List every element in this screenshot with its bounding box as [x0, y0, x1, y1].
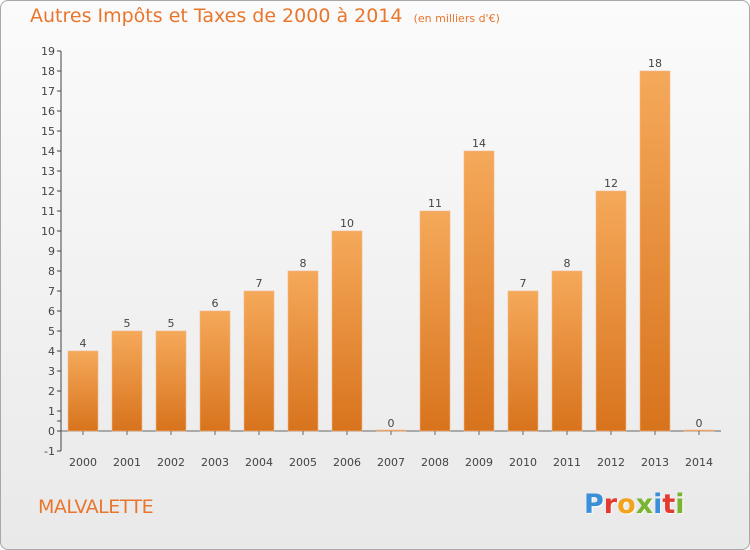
logo-letter: t — [662, 489, 676, 520]
x-tick-label: 2003 — [201, 456, 229, 469]
bar-2002 — [155, 330, 187, 432]
bar-value-label: 5 — [124, 317, 131, 330]
y-tick-label: 5 — [48, 325, 55, 338]
bar-2005 — [287, 270, 319, 432]
y-tick-label: 19 — [41, 45, 55, 58]
x-tick-label: 2012 — [597, 456, 625, 469]
title-row: Autres Impôts et Taxes de 2000 à 2014 (e… — [30, 5, 500, 27]
y-tick-label: 9 — [48, 245, 55, 258]
bar-labels: 4 5 5 6 7 8 10 0 11 14 7 8 12 18 0 — [80, 57, 703, 430]
bar-value-label: 18 — [648, 57, 662, 70]
y-tick-label: 3 — [48, 365, 55, 378]
bar-2007 — [375, 429, 407, 432]
y-tick-label: 14 — [41, 145, 55, 158]
bar-2010 — [507, 290, 539, 432]
bar-value-label: 0 — [696, 417, 703, 430]
y-tick-label: 15 — [41, 125, 55, 138]
bar-2008 — [419, 210, 451, 432]
y-tick-label: 8 — [48, 265, 55, 278]
bar-value-label: 14 — [472, 137, 486, 150]
town-name: MALVALETTE — [38, 496, 154, 518]
x-tick-label: 2001 — [113, 456, 141, 469]
bar-value-label: 6 — [212, 297, 219, 310]
x-tick-label: 2011 — [553, 456, 581, 469]
bar-value-label: 4 — [80, 337, 87, 350]
y-tick-label: 18 — [41, 65, 55, 78]
bar-value-label: 10 — [340, 217, 354, 230]
x-tick-label: 2014 — [685, 456, 713, 469]
bar-2003 — [199, 310, 231, 432]
y-tick-label: 16 — [41, 105, 55, 118]
y-tick-label: 11 — [41, 205, 55, 218]
logo-letter: o — [617, 489, 636, 520]
bar-2006 — [331, 230, 363, 432]
y-tick-label: 17 — [41, 85, 55, 98]
bar-2004 — [243, 290, 275, 432]
bar-value-label: 8 — [564, 257, 571, 270]
logo-letter: P — [584, 489, 604, 520]
y-tick-label: 0 — [48, 425, 55, 438]
x-tick-labels: 2000 2001 2002 2003 2004 2005 2006 2007 2008 2009… — [69, 431, 713, 469]
bar-value-label: 7 — [256, 277, 263, 290]
logo-letter: x — [635, 489, 654, 520]
y-tick-label: 2 — [48, 385, 55, 398]
x-tick-label: 2013 — [641, 456, 669, 469]
y-tick-label: 1 — [48, 405, 55, 418]
x-tick-label: 2004 — [245, 456, 273, 469]
bar-value-label: 11 — [428, 197, 442, 210]
x-tick-label: 2007 — [377, 456, 405, 469]
bar-2001 — [111, 330, 143, 432]
bar-value-label: 8 — [300, 257, 307, 270]
proxiti-logo: Proxiti — [584, 489, 685, 520]
y-tick-label: 12 — [41, 185, 55, 198]
chart-subtitle: (en milliers d'€) — [413, 12, 500, 25]
bar-value-label: 0 — [388, 417, 395, 430]
x-tick-label: 2006 — [333, 456, 361, 469]
logo-letter: i — [675, 489, 685, 520]
x-tick-label: 2008 — [421, 456, 449, 469]
x-tick-label: 2005 — [289, 456, 317, 469]
bar-2000 — [67, 350, 99, 432]
x-tick-label: 2000 — [69, 456, 97, 469]
logo-letter: r — [603, 489, 618, 520]
x-tick-label: 2009 — [465, 456, 493, 469]
y-tick-label: 6 — [48, 305, 55, 318]
bars — [67, 70, 715, 432]
y-tick-label: 4 — [48, 345, 55, 358]
bar-2014 — [683, 429, 715, 432]
bar-value-label: 5 — [168, 317, 175, 330]
bar-2011 — [551, 270, 583, 432]
y-tick-label: 7 — [48, 285, 55, 298]
bar-value-label: 7 — [520, 277, 527, 290]
chart-title: Autres Impôts et Taxes de 2000 à 2014 — [30, 5, 403, 27]
bar-2013 — [639, 70, 671, 432]
bar-2009 — [463, 150, 495, 432]
logo-letter: i — [653, 489, 663, 520]
y-tick-label: 13 — [41, 165, 55, 178]
y-tick-label: 10 — [41, 225, 55, 238]
x-tick-label: 2010 — [509, 456, 537, 469]
bar-value-label: 12 — [604, 177, 618, 190]
bar-2012 — [595, 190, 627, 432]
y-tick-label: -1 — [44, 445, 55, 458]
x-tick-label: 2002 — [157, 456, 185, 469]
